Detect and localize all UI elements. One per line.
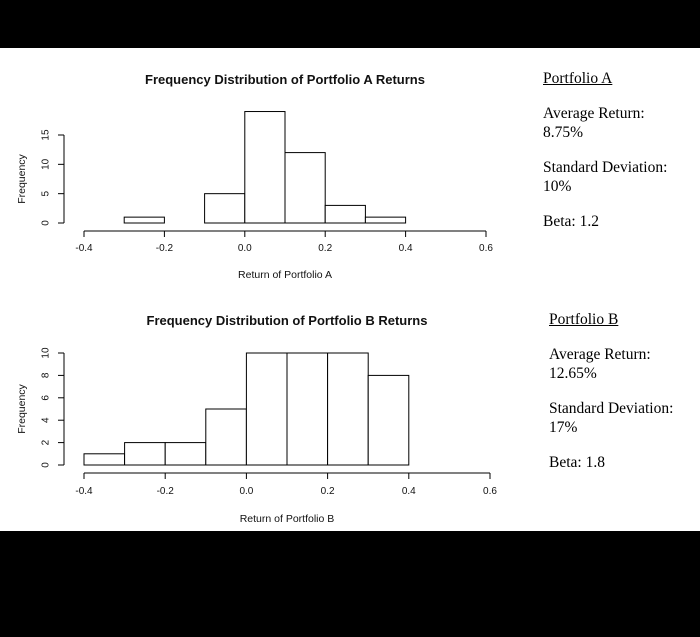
chart-b-bar — [286, 352, 329, 466]
chart-b-bar — [124, 442, 166, 466]
chart-a-x-tick-label: 0.6 — [479, 243, 493, 254]
chart-a-x-tick-label: -0.4 — [75, 243, 93, 254]
figure-panel: Frequency Distribution of Portfolio A Re… — [0, 48, 700, 531]
chart-b-x-label: Return of Portfolio B — [240, 513, 335, 525]
chart-a-bar — [324, 204, 366, 224]
chart-b-bar — [83, 453, 126, 466]
chart-b-x-tick-label: 0.6 — [483, 486, 497, 497]
chart-a-x-label: Return of Portfolio A — [238, 269, 332, 281]
portfolio-a-sd-label: Standard Deviation: — [543, 159, 668, 176]
portfolio-b-sd: Standard Deviation: 17% — [549, 399, 673, 437]
chart-a-bar — [123, 216, 165, 224]
portfolio-a-sd: Standard Deviation: 10% — [543, 158, 667, 196]
chart-a-x-tick-label: 0.2 — [318, 243, 332, 254]
portfolio-b-stats: Portfolio B Average Return: 12.65% Stand… — [549, 310, 673, 488]
portfolio-a-average: Average Return: 8.75% — [543, 104, 667, 142]
portfolio-b-average-label: Average Return: — [549, 346, 651, 363]
chart-b-title: Frequency Distribution of Portfolio B Re… — [147, 313, 428, 328]
chart-b-bar — [327, 352, 369, 466]
portfolio-a-sd-value: 10% — [543, 178, 572, 195]
chart-a-y-tick-label: 10 — [41, 158, 52, 170]
portfolio-b-average-value: 12.65% — [549, 365, 597, 382]
chart-a-y-tick-label: 0 — [41, 220, 52, 226]
portfolio-b-average: Average Return: 12.65% — [549, 345, 673, 383]
chart-b-y-tick-label: 6 — [41, 395, 52, 401]
portfolio-a-average-value: 8.75% — [543, 124, 584, 141]
chart-b-x-tick-label: 0.2 — [321, 486, 335, 497]
chart-b-bar — [205, 408, 247, 466]
chart-a-bar — [204, 193, 246, 224]
portfolio-a-average-label: Average Return: — [543, 105, 645, 122]
chart-b-bar — [245, 352, 288, 466]
chart-b-bar — [164, 442, 207, 466]
chart-a-bar — [244, 111, 286, 224]
chart-b-x-tick-label: -0.4 — [75, 486, 93, 497]
portfolio-a-heading: Portfolio A — [543, 70, 613, 87]
chart-a-x-tick-label: -0.2 — [156, 243, 174, 254]
chart-b-y-tick-label: 10 — [41, 347, 52, 359]
chart-a-title: Frequency Distribution of Portfolio A Re… — [145, 72, 425, 87]
chart-b-bar — [367, 374, 410, 466]
chart-a-bar — [364, 216, 407, 224]
chart-a-x-tick-label: 0.4 — [399, 243, 413, 254]
chart-b-y-tick-label: 8 — [41, 372, 52, 378]
chart-b-y-tick-label: 0 — [41, 462, 52, 468]
chart-a-bar — [284, 152, 326, 224]
portfolio-a-beta: Beta: 1.2 — [543, 213, 599, 230]
portfolio-b-heading: Portfolio B — [549, 311, 619, 328]
portfolio-b-sd-value: 17% — [549, 419, 578, 436]
histogram-figure: Frequency Distribution of Portfolio A Re… — [16, 72, 497, 525]
chart-b-y-tick-label: 2 — [41, 439, 52, 445]
chart-b-y-label: Frequency — [16, 383, 28, 433]
chart-a-y-tick-label: 15 — [41, 129, 52, 141]
portfolio-b-sd-label: Standard Deviation: — [549, 400, 674, 417]
chart-a-y-tick-label: 5 — [41, 190, 52, 196]
chart-a-y-label: Frequency — [16, 153, 28, 203]
chart-b-x-tick-label: -0.2 — [157, 486, 175, 497]
chart-b-x-tick-label: 0.0 — [239, 486, 253, 497]
portfolio-b-beta: Beta: 1.8 — [549, 454, 605, 471]
chart-b-y-tick-label: 4 — [41, 417, 52, 423]
portfolio-a-stats: Portfolio A Average Return: 8.75% Standa… — [543, 69, 667, 247]
chart-a-x-tick-label: 0.0 — [238, 243, 252, 254]
chart-b-x-tick-label: 0.4 — [402, 486, 416, 497]
